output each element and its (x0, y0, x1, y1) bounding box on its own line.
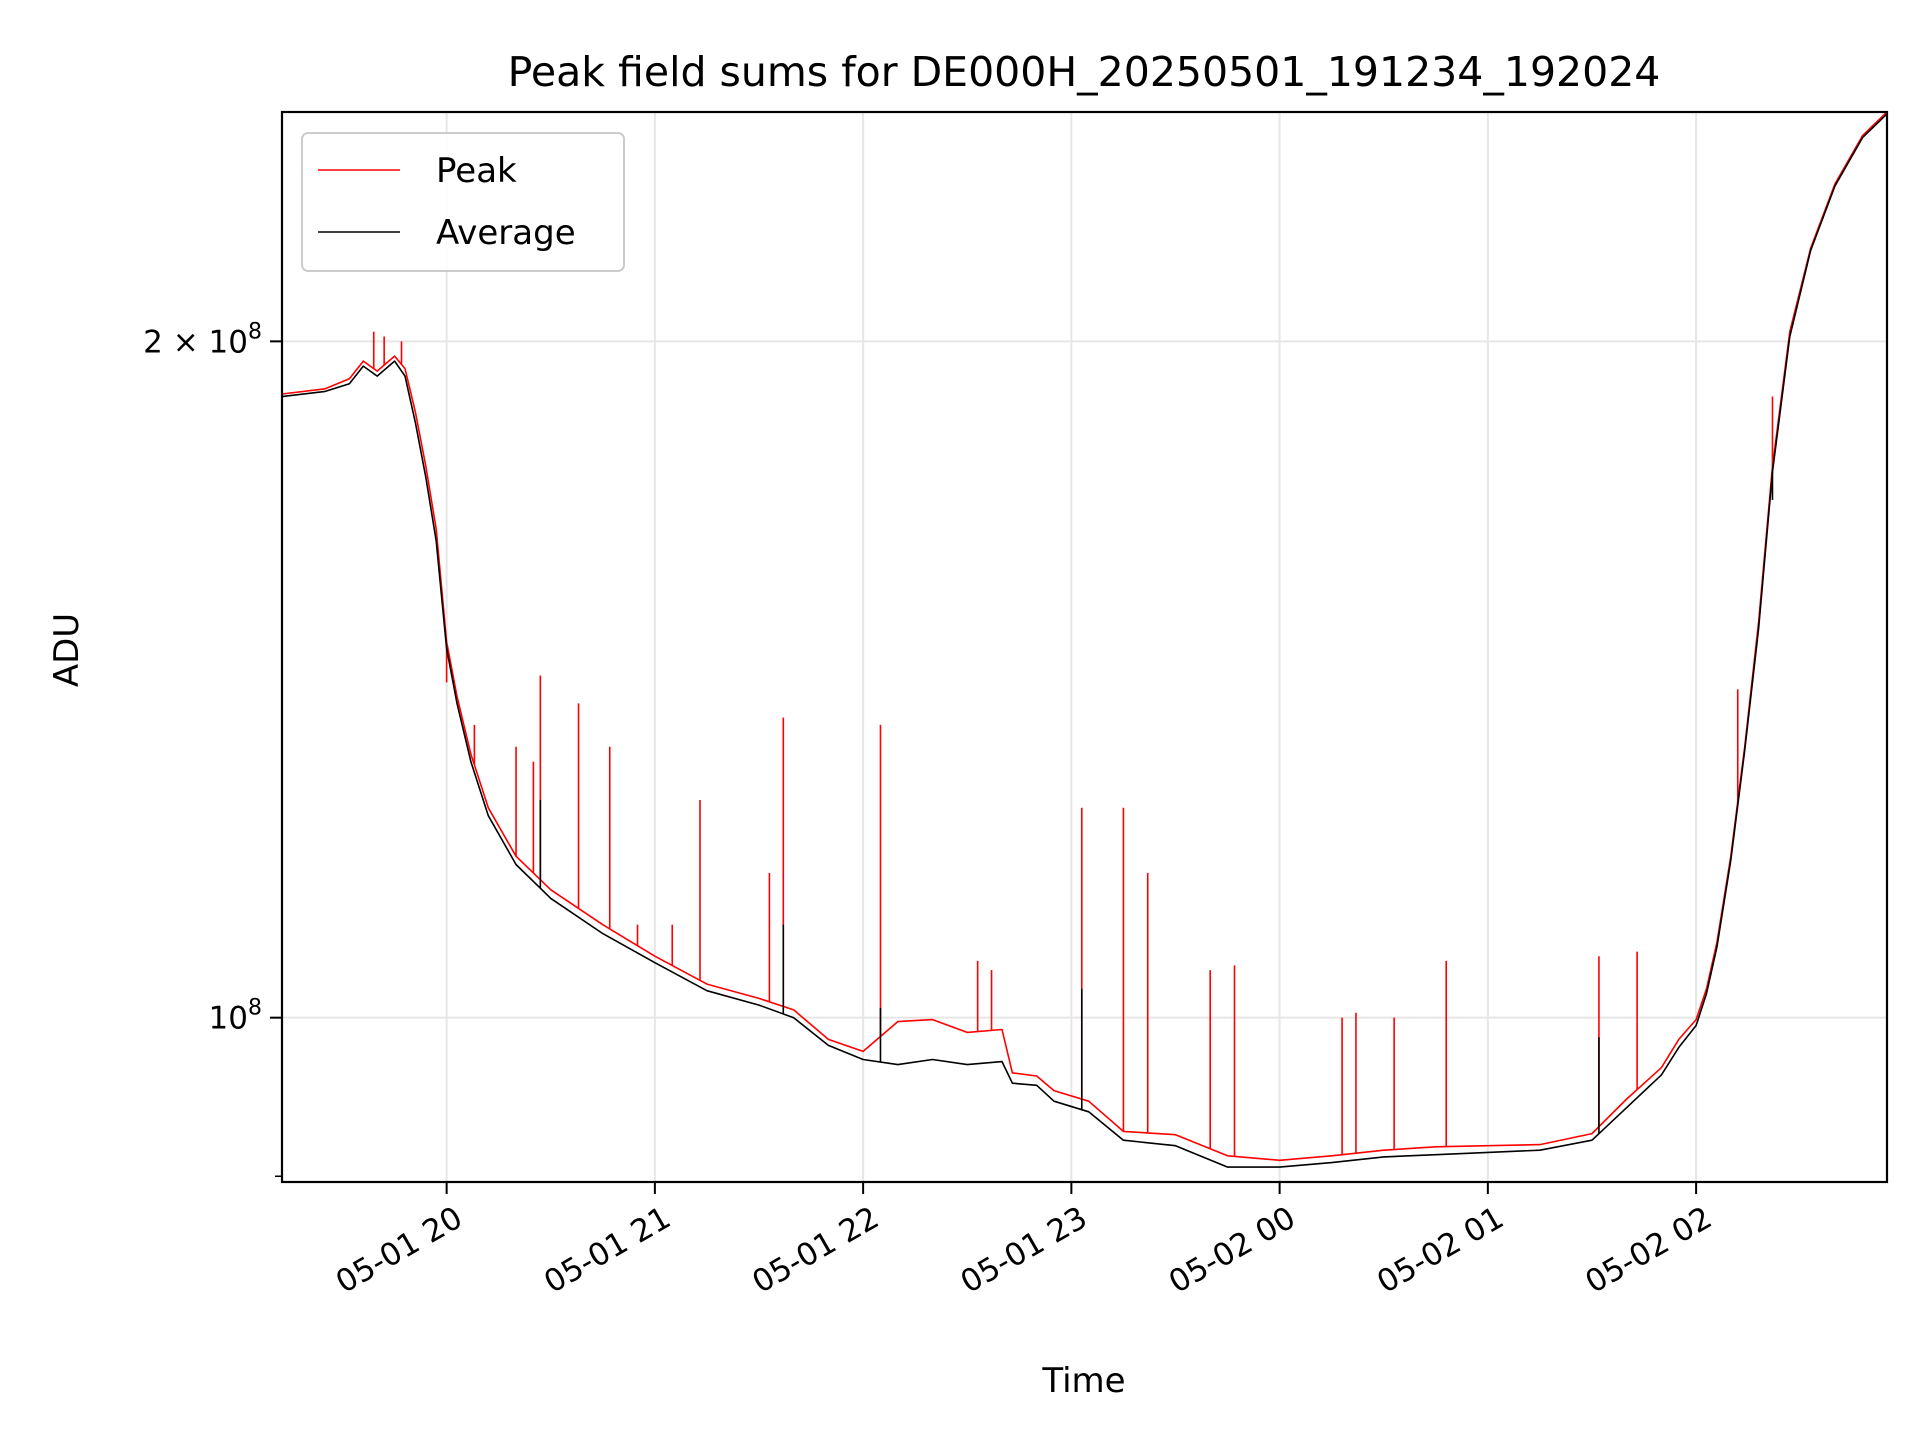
y-tick-label: 2 × 108 (143, 319, 262, 360)
legend: Peak Average (301, 132, 625, 272)
x-axis-label: Time (1041, 1361, 1125, 1401)
legend-label-peak: Peak (436, 151, 517, 191)
series-layer (281, 111, 1888, 1168)
y-tick-label: 108 (209, 996, 262, 1037)
plot-frame (280, 110, 1889, 1184)
series-average (281, 113, 1888, 1168)
legend-box (301, 132, 625, 272)
y-axis-label: ADU (47, 613, 87, 687)
series-peak (281, 111, 1888, 1162)
grid (282, 112, 1887, 1182)
series-line-peak (281, 111, 1888, 1162)
series-line-average (281, 113, 1888, 1168)
chart-title: Peak field sums for DE000H_20250501_1912… (508, 48, 1661, 96)
legend-label-average: Average (436, 213, 576, 253)
